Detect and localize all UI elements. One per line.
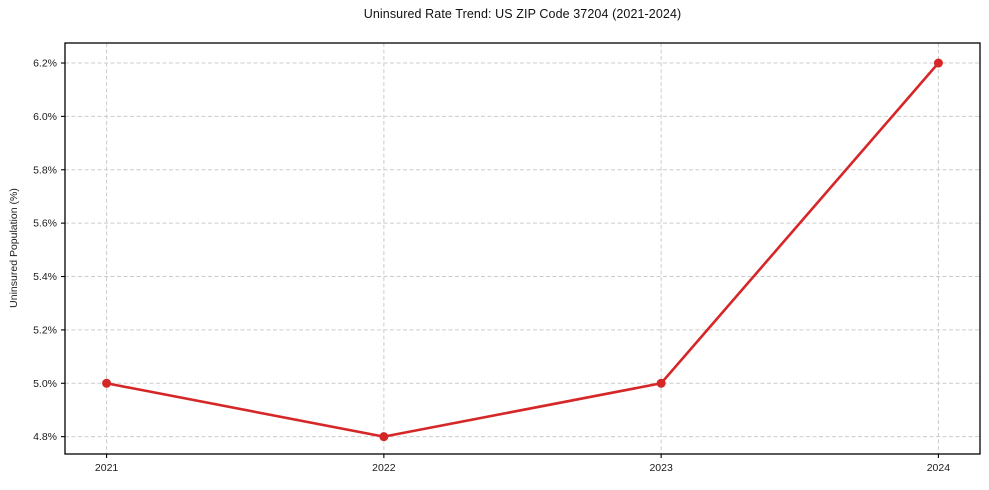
y-tick-label: 6.2% [33,58,57,70]
data-point-marker [656,378,666,388]
y-tick-label: 6.0% [33,111,57,123]
trend-line [105,61,940,438]
y-tick-label: 5.6% [33,218,57,230]
plot-border [64,42,981,455]
y-tick-label: 5.2% [33,324,57,336]
x-tick-label: 2024 [927,462,951,474]
data-point-marker [933,58,943,68]
data-point-marker [379,432,389,442]
x-tick-label: 2023 [649,462,673,474]
x-tick-label: 2021 [95,462,119,474]
x-tick-label: 2022 [372,462,396,474]
y-tick-label: 5.8% [33,164,57,176]
y-tick-label: 5.0% [33,378,57,390]
chart-title: Uninsured Rate Trend: US ZIP Code 37204 … [363,7,682,21]
data-point-marker [102,378,112,388]
y-tick-label: 5.4% [33,271,57,283]
y-tick-label: 4.8% [33,431,57,443]
